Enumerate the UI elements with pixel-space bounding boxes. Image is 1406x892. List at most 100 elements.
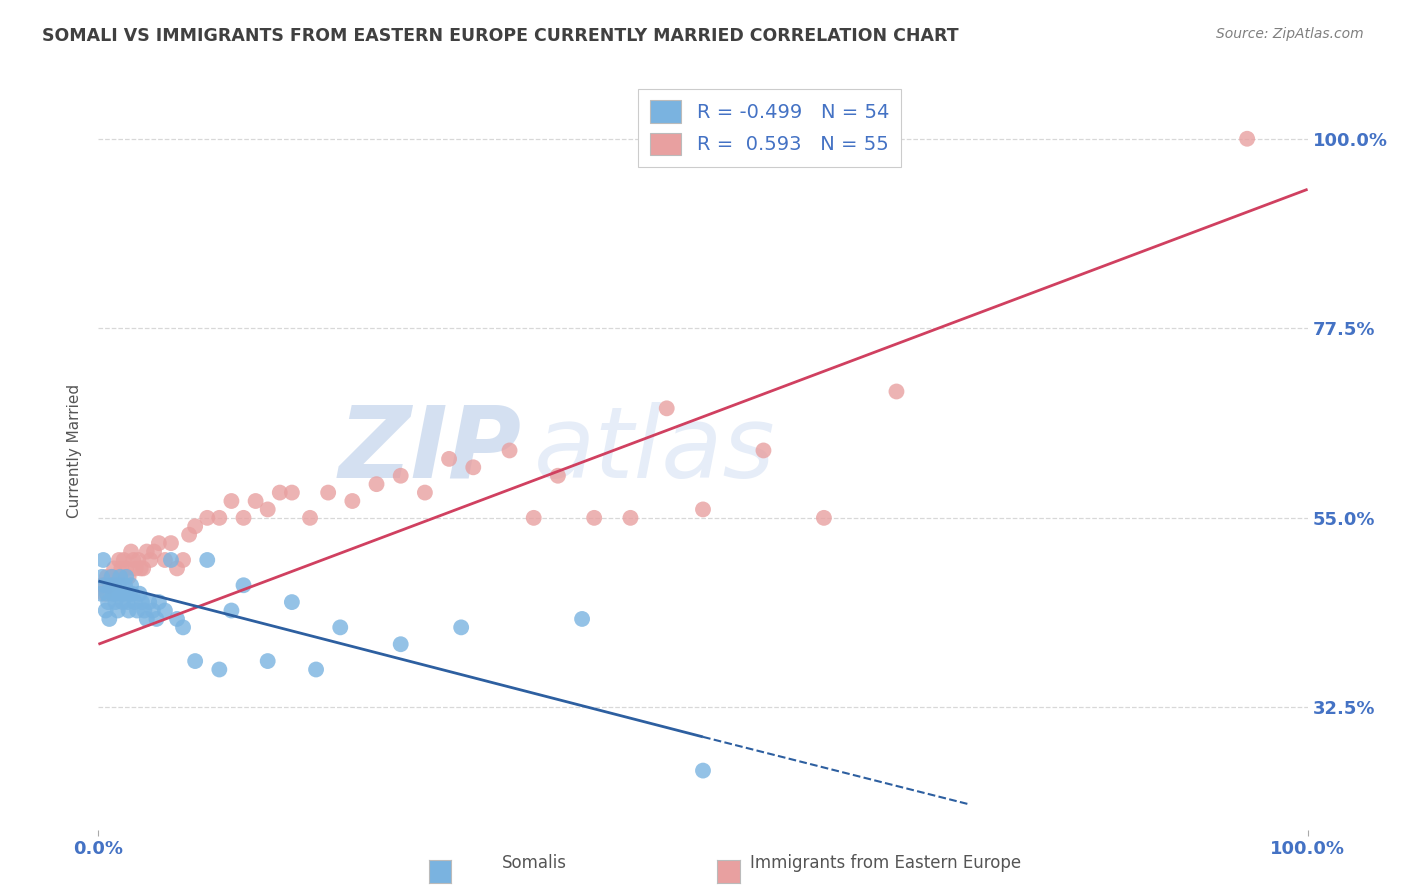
Point [134, 603, 156, 617]
Point [118, 587, 141, 601]
Point [305, 663, 328, 677]
Point [107, 603, 129, 617]
Point [111, 595, 134, 609]
Point [208, 511, 231, 525]
Point [450, 620, 472, 634]
Point [583, 511, 606, 525]
Point [112, 553, 135, 567]
Point [127, 603, 149, 617]
Point [148, 595, 170, 609]
Point [619, 511, 641, 525]
Point [166, 612, 188, 626]
Point [114, 578, 136, 592]
Point [166, 561, 188, 575]
Point [160, 536, 183, 550]
Point [90, 587, 112, 601]
Point [125, 561, 148, 575]
Legend: R = -0.499   N = 54, R =  0.593   N = 55: R = -0.499 N = 54, R = 0.593 N = 55 [638, 88, 901, 167]
Point [103, 578, 125, 592]
Point [153, 603, 176, 617]
Point [172, 553, 194, 567]
Point [138, 595, 160, 609]
Point [389, 637, 412, 651]
Point [547, 468, 569, 483]
Point [281, 595, 304, 609]
Point [120, 578, 142, 592]
Text: SOMALI VS IMMIGRANTS FROM EASTERN EUROPE CURRENTLY MARRIED CORRELATION CHART: SOMALI VS IMMIGRANTS FROM EASTERN EUROPE… [42, 27, 959, 45]
Point [110, 587, 132, 601]
Point [105, 570, 128, 584]
Point [94, 603, 117, 617]
Point [195, 511, 218, 525]
Point [329, 620, 352, 634]
Point [128, 587, 150, 601]
Point [463, 460, 485, 475]
Point [752, 443, 775, 458]
Point [172, 620, 194, 634]
Point [342, 494, 364, 508]
Point [131, 595, 153, 609]
Point [148, 536, 170, 550]
Point [93, 587, 115, 601]
Point [143, 544, 166, 558]
Point [232, 578, 254, 592]
Point [105, 587, 128, 601]
Point [121, 587, 143, 601]
Point [108, 553, 131, 567]
Point [179, 527, 201, 541]
Point [98, 578, 121, 592]
Point [208, 663, 231, 677]
Text: atlas: atlas [534, 402, 775, 499]
Point [221, 603, 243, 617]
Point [104, 595, 127, 609]
Point [108, 570, 131, 584]
Point [299, 511, 322, 525]
Point [498, 443, 520, 458]
Text: Source: ZipAtlas.com: Source: ZipAtlas.com [1216, 27, 1364, 41]
Point [127, 553, 149, 567]
Point [389, 468, 412, 483]
Point [281, 485, 304, 500]
Point [256, 654, 278, 668]
Point [184, 519, 207, 533]
Point [118, 570, 141, 584]
Point [316, 485, 339, 500]
Point [117, 595, 139, 609]
Point [366, 477, 388, 491]
Point [523, 511, 546, 525]
Point [571, 612, 593, 626]
Point [160, 553, 183, 567]
Point [110, 561, 132, 575]
Point [153, 553, 176, 567]
Point [142, 603, 165, 617]
Point [139, 553, 162, 567]
Point [97, 595, 120, 609]
Point [91, 553, 114, 567]
Point [269, 485, 291, 500]
Point [100, 570, 122, 584]
Point [112, 587, 135, 601]
Point [115, 561, 138, 575]
Point [122, 553, 145, 567]
Point [413, 485, 436, 500]
Point [98, 612, 121, 626]
Point [120, 544, 142, 558]
Point [692, 502, 714, 516]
Point [100, 570, 122, 584]
Point [813, 511, 835, 525]
Point [655, 401, 678, 416]
Point [91, 578, 114, 592]
Point [437, 451, 460, 466]
Point [108, 578, 131, 592]
Point [115, 570, 138, 584]
Point [245, 494, 267, 508]
Point [101, 587, 124, 601]
Point [124, 595, 146, 609]
Y-axis label: Currently Married: Currently Married [67, 384, 83, 517]
Point [103, 561, 125, 575]
Point [232, 511, 254, 525]
Point [886, 384, 908, 399]
Point [145, 612, 167, 626]
Point [100, 578, 122, 592]
Point [256, 502, 278, 516]
